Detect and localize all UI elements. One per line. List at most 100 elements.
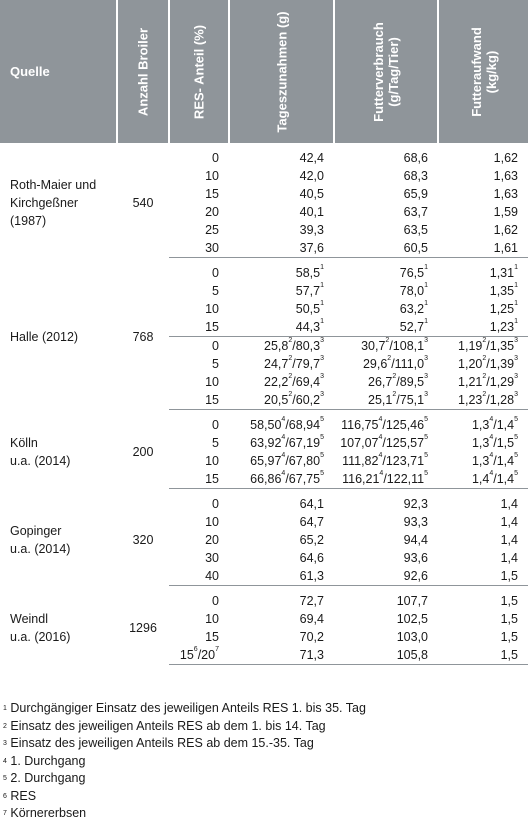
table-row: 5 24,72/79,73 29,62/111,03 1,202/1,393: [0, 355, 528, 373]
res-share-cell: 15: [205, 630, 219, 644]
res-share-cell: 156/207: [169, 646, 229, 665]
table-row: Halle (2012) 768 0 58,51 76,51 1,311: [0, 264, 528, 344]
daily-gain-cell: 24,72/79,73: [264, 355, 324, 371]
table-row: 15 20,52/60,23 25,12/75,13 1,232/1,283: [0, 391, 528, 410]
footnote: 1 Durchgängiger Einsatz des jeweiligen A…: [3, 700, 366, 718]
table-row: Weindl u.a. (2016) 1296 0 72,7 107,7 1,5: [0, 592, 528, 644]
res-share-cell: 10: [205, 612, 219, 626]
daily-gain-cell: 37,6: [229, 239, 334, 258]
table-row: 10 64,7 93,3 1,4: [0, 513, 528, 531]
header-futterverbrauch: Futterverbrauch (g/Tag/Tier): [333, 0, 438, 143]
res-share-cell: 15: [205, 320, 219, 334]
table-row: 25 39,3 63,5 1,62: [0, 221, 528, 239]
footnote: 5 2. Durchgang: [3, 770, 366, 788]
daily-gain-cell: 65,974/67,805: [250, 452, 324, 468]
header-res-anteil: RES- Anteil (%): [168, 0, 229, 143]
res-share-cell: 0: [169, 336, 229, 355]
footnote: 3 Einsatz des jeweiligen Anteils RES ab …: [3, 735, 366, 753]
table-row: 10 69,4 102,5 1,5: [0, 610, 528, 628]
feed-conversion-cell: 1,59: [493, 205, 518, 219]
footnote-text: Einsatz des jeweiligen Anteils RES ab de…: [6, 718, 326, 733]
daily-gain-cell: 58,51: [295, 264, 324, 280]
feed-intake-cell: 29,62/111,03: [362, 355, 428, 371]
res-share-cell: 15: [169, 391, 229, 410]
table-row: 15 44,31 52,71 1,231: [0, 318, 528, 337]
header-quelle: Quelle: [0, 0, 117, 143]
table-row: 5 63,924/67,195 107,074/125,575 1,34/1,55: [0, 434, 528, 452]
table-row: 156/207 71,3 105,8 1,5: [0, 646, 528, 665]
source-cell: Roth-Maier und Kirchgeßner (1987): [0, 149, 117, 258]
feed-conversion-cell: 1,4: [500, 533, 518, 547]
res-share-cell: 10: [205, 302, 219, 316]
table-row: Gopinger u.a. (2014) 320 0 64,1 92,3 1,4: [0, 495, 528, 556]
daily-gain-cell: 57,71: [295, 282, 324, 298]
feed-conversion-cell: 1,351: [489, 282, 518, 298]
footnote: 2 Einsatz des jeweiligen Anteils RES ab …: [3, 718, 366, 736]
table-row: 10 65,974/67,805 111,824/123,715 1,34/1,45: [0, 452, 528, 470]
res-share-cell: 20: [205, 533, 219, 547]
feed-intake-cell: 63,7: [403, 205, 428, 219]
res-share-cell: 5: [212, 357, 219, 371]
feed-conversion-cell: 1,62: [493, 151, 518, 165]
feed-conversion-cell: 1,232/1,283: [438, 391, 528, 410]
footnote-mark: 7: [3, 810, 7, 817]
footnotes: 1 Durchgängiger Einsatz des jeweiligen A…: [3, 700, 366, 823]
daily-gain-cell: 64,1: [299, 497, 324, 511]
footnote-mark: 1: [3, 705, 7, 712]
footnote-mark: 3: [3, 740, 7, 747]
feed-intake-cell: 52,71: [399, 318, 428, 334]
footnote-text: Körnererbsen: [6, 806, 87, 820]
daily-gain-cell: 69,4: [299, 612, 324, 626]
res-share-cell: 0: [212, 151, 219, 165]
res-share-cell: 30: [169, 239, 229, 258]
feed-intake-cell: 105,8: [334, 646, 438, 665]
table-row: 15 70,2 103,0 1,5: [0, 628, 528, 646]
table-row: 20 65,2 94,4 1,4: [0, 531, 528, 549]
feed-intake-cell: 107,074/125,575: [340, 434, 428, 450]
footnote-mark: 4: [3, 757, 7, 765]
res-share-cell: 10: [205, 375, 219, 389]
source-cell: Gopinger u.a. (2014): [0, 495, 117, 586]
feed-conversion-cell: 1,311: [489, 264, 518, 280]
daily-gain-cell: 64,6: [299, 551, 324, 565]
source-line: Halle (2012): [10, 329, 79, 344]
feed-intake-cell: 107,7: [396, 594, 428, 608]
feed-intake-cell: 63,5: [403, 223, 428, 237]
daily-gain-cell: 42,4: [299, 151, 324, 165]
feed-conversion-cell: 1,44/1,45: [438, 470, 528, 489]
daily-gain-cell: 42,0: [299, 169, 324, 183]
feed-intake-cell: 25,12/75,13: [334, 391, 438, 410]
res-share-cell: 20: [205, 205, 219, 219]
feed-conversion-cell: 1,34/1,55: [471, 434, 518, 450]
daily-gain-cell: 40,5: [299, 187, 324, 201]
source-line: u.a. (2014): [10, 454, 71, 469]
table-row: 30 37,6 60,5 1,61: [0, 239, 528, 258]
table-row: 10 50,51 63,21 1,251: [0, 300, 528, 318]
daily-gain-cell: 65,2: [299, 533, 324, 547]
daily-gain-cell: 72,7: [299, 594, 324, 608]
feed-intake-cell: 26,72/89,53: [368, 373, 428, 389]
table-row: 10 22,22/69,43 26,72/89,53 1,212/1,293: [0, 373, 528, 391]
feed-intake-cell: 94,4: [403, 533, 428, 547]
feed-conversion-cell: 1,202/1,393: [458, 355, 518, 371]
broiler-count: 768: [132, 329, 154, 344]
footnote: 4 1. Durchgang: [3, 753, 366, 771]
table-row: Roth-Maier und Kirchgeßner (1987) 540 0 42,4 6…: [0, 149, 528, 228]
daily-gain-cell: 40,1: [299, 205, 324, 219]
source-line: u.a. (2014): [10, 542, 71, 557]
feed-conversion-cell: 1,4: [500, 515, 518, 529]
header-anzahl-broiler: Anzahl Broiler: [116, 0, 169, 143]
daily-gain-cell: 66,864/67,755: [229, 470, 334, 489]
feed-intake-cell: 111,824/123,715: [342, 452, 428, 468]
header-row: Quelle Anzahl Broiler RES- Anteil (%) Ta…: [0, 0, 528, 143]
broiler-res-table: Quelle Anzahl Broiler RES- Anteil (%) Ta…: [0, 0, 528, 665]
table-row: 5 57,71 78,01 1,351: [0, 282, 528, 300]
footnote: 6 RES: [3, 788, 366, 806]
feed-intake-cell: 92,3: [403, 497, 428, 511]
res-share-cell: 0: [212, 594, 219, 608]
feed-intake-cell: 93,3: [403, 515, 428, 529]
feed-conversion-cell: 1,63: [493, 169, 518, 183]
feed-intake-cell: 63,21: [399, 300, 428, 316]
footnote-mark: 6: [3, 792, 7, 800]
feed-intake-cell: 116,214/122,115: [334, 470, 438, 489]
